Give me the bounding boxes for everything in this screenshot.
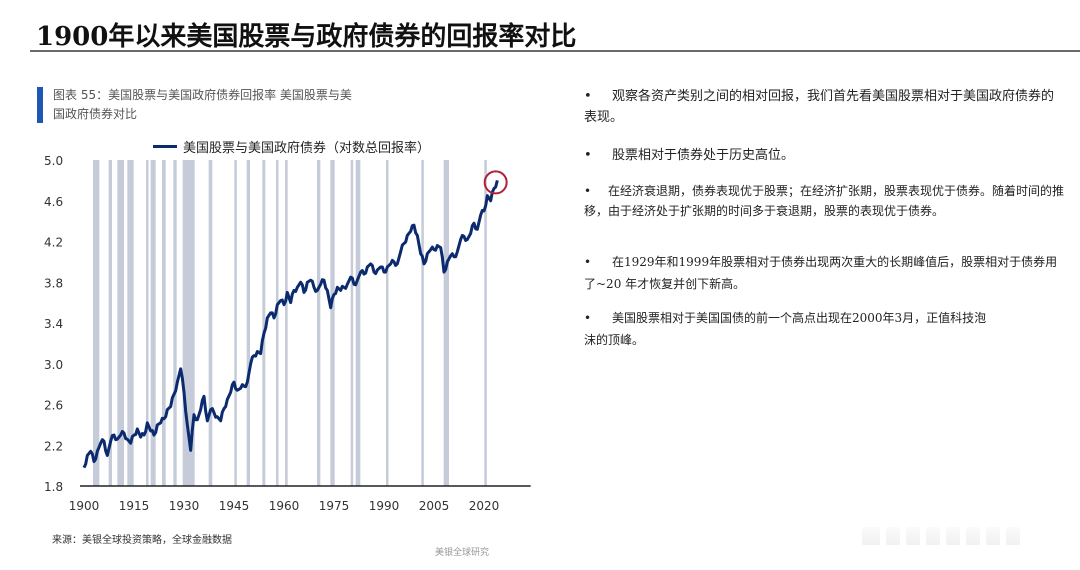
x-tick-label: 1945 [219, 499, 250, 513]
recession-band [355, 160, 361, 486]
recession-band [127, 160, 134, 486]
bullet-item: • 美国股票相对于美国国债的前一个高点出现在2000年3月，正值科技泡沫的顶峰。 [584, 307, 1064, 351]
x-tick-label: 1990 [369, 499, 400, 513]
y-tick-label: 4.6 [44, 195, 63, 209]
recession-band [484, 160, 487, 486]
highlight-circle [483, 170, 508, 195]
recession-band [93, 160, 100, 486]
legend-line-swatch [153, 145, 177, 148]
recession-band [443, 160, 449, 486]
y-tick-label: 3.0 [44, 358, 63, 372]
y-tick-label: 1.8 [44, 480, 63, 494]
x-tick-label: 1930 [169, 499, 200, 513]
x-tick-label: 2005 [419, 499, 450, 513]
recession-band [173, 160, 177, 486]
bullet-dot-icon: • [584, 89, 592, 104]
x-tick-label: 1915 [119, 499, 150, 513]
y-tick-label: 5.0 [44, 154, 63, 168]
line-chart: 1.8 2.2 2.6 3.0 3.4 3.8 4.2 4.6 5.0 1900 1915 1930 1… [44, 154, 531, 513]
commentary-bullets: • 观察各资产类别之间的相对回报，我们首先看美国股票相对于美国政府债券的表现。 … [584, 86, 1064, 351]
recession-band [350, 160, 354, 486]
title-divider [30, 50, 1080, 52]
watermark [862, 527, 1072, 549]
x-tick-label: 2020 [469, 499, 500, 513]
recession-band [330, 160, 335, 486]
chart-legend: 美国股票与美国政府债券（对数总回报率） [153, 137, 430, 156]
recession-band [276, 160, 279, 486]
recession-band [234, 160, 237, 486]
bullet-dot-icon: • [584, 148, 592, 163]
x-tick-label: 1960 [269, 499, 300, 513]
recession-band [208, 160, 213, 486]
recession-band [108, 160, 112, 486]
bullet-item: • 观察各资产类别之间的相对回报，我们首先看美国股票相对于美国政府债券的表现。 [584, 86, 1064, 128]
footer-brand: 美银全球研究 [435, 548, 490, 558]
recession-band [285, 160, 288, 486]
recession-band [317, 160, 321, 486]
bullet-dot-icon: • [584, 311, 592, 325]
recession-band [162, 160, 166, 486]
y-tick-label: 3.4 [44, 317, 63, 331]
chart-caption: 图表 55：美国股票与美国政府债券回报率 美国股票与美国政府债券对比 [53, 88, 352, 121]
legend-label: 美国股票与美国政府债券（对数总回报率） [183, 141, 431, 156]
bullet-item: • 股票相对于债券处于历史高位。 [584, 145, 1064, 166]
y-tick-label: 2.6 [44, 399, 63, 413]
recession-band [150, 160, 156, 486]
recession-band [386, 160, 389, 486]
recession-band [262, 160, 266, 486]
bullet-item: • 在1929年和1999年股票相对于债券出现两次重大的长期峰值后，股票相对于债… [584, 251, 1064, 295]
x-tick-label: 1975 [319, 499, 350, 513]
recession-band [117, 160, 124, 486]
bullet-item: • 在经济衰退期，债券表现优于股票；在经济扩张期，股票表现优于债券。随着时间的推… [584, 181, 1064, 221]
page-title: 1900年以来美国股票与政府债券的回报率对比 [36, 22, 577, 52]
recession-band [246, 160, 250, 486]
y-tick-label: 4.2 [44, 236, 63, 250]
x-tick-label: 1900 [69, 499, 100, 513]
recession-band [146, 160, 149, 486]
stock-bond-ratio-line [82, 180, 499, 469]
recession-band [421, 160, 424, 486]
caption-accent-bar [37, 87, 43, 123]
y-tick-label: 3.8 [44, 276, 63, 290]
bullet-dot-icon: • [584, 184, 592, 198]
source-note: 来源：美银全球投资策略，全球金融数据 [52, 535, 232, 546]
bullet-dot-icon: • [584, 255, 592, 269]
y-tick-label: 2.2 [44, 439, 63, 453]
